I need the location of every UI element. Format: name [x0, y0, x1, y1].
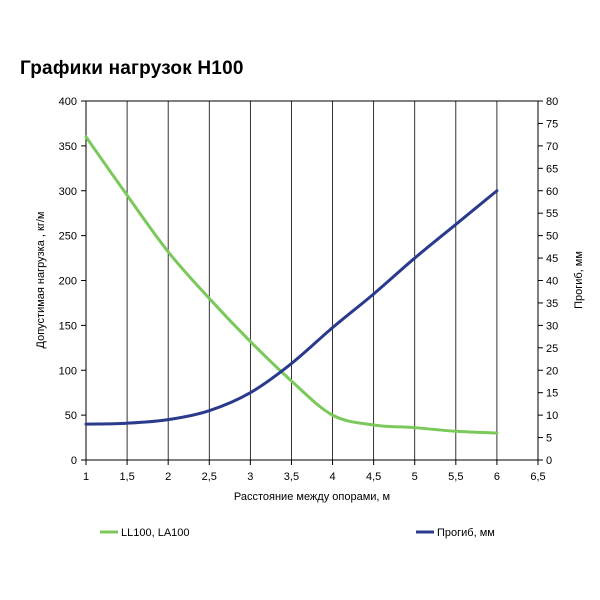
plot-frame [85, 100, 539, 461]
left-axis-ticks: 0 50 100 150 200 250 300 350 400 [59, 96, 86, 467]
right-tick-label: 0 [546, 455, 552, 467]
right-tick-label: 75 [546, 118, 558, 130]
right-tick-label: 65 [546, 163, 558, 175]
y2-axis-label: Прогиб, мм [573, 251, 585, 309]
x-tick-label: 6,5 [530, 471, 545, 483]
x-tick-label: 1,5 [119, 471, 134, 483]
left-tick-label: 400 [59, 96, 77, 108]
x-tick-label: 2 [165, 471, 171, 483]
x-tick-label: 4,5 [366, 471, 381, 483]
left-tick-label: 150 [59, 320, 77, 332]
x-tick-label: 5,5 [448, 471, 463, 483]
right-tick-label: 60 [546, 186, 558, 198]
x-axis-label: Расстояние между опорами, м [234, 491, 390, 503]
right-tick-label: 70 [546, 141, 558, 153]
right-tick-label: 35 [546, 298, 558, 310]
left-tick-label: 0 [71, 455, 77, 467]
x-tick-label: 1 [83, 471, 89, 483]
right-tick-label: 45 [546, 253, 558, 265]
left-tick-label: 250 [59, 231, 77, 243]
y-axis-label: Допустимая нагрузка , кг/м [35, 212, 47, 349]
chart-title: Графики нагрузок H100 [20, 58, 244, 79]
right-tick-label: 55 [546, 208, 558, 220]
right-tick-label: 15 [546, 388, 558, 400]
x-tick-label: 4 [329, 471, 335, 483]
left-tick-label: 100 [59, 365, 77, 377]
axes [85, 100, 539, 461]
right-axis-ticks: 0 5 10 15 20 25 30 35 40 45 50 55 60 65 70 75 80 [538, 96, 558, 467]
x-tick-label: 6 [494, 471, 500, 483]
right-tick-label: 25 [546, 343, 558, 355]
left-tick-label: 50 [65, 410, 77, 422]
legend: LL100, LA100 Прогиб, мм [100, 527, 495, 539]
series-line-ll100 [84, 135, 499, 435]
right-tick-label: 10 [546, 410, 558, 422]
right-tick-label: 20 [546, 365, 558, 377]
series-lines [84, 135, 499, 435]
x-tick-label: 5 [412, 471, 418, 483]
right-tick-label: 40 [546, 276, 558, 288]
series-line-deflection [84, 189, 499, 426]
right-tick-label: 5 [546, 433, 552, 445]
left-tick-label: 350 [59, 141, 77, 153]
legend-label-deflection: Прогиб, мм [437, 527, 495, 539]
left-tick-label: 300 [59, 186, 77, 198]
right-tick-label: 30 [546, 320, 558, 332]
x-tick-label: 3,5 [284, 471, 299, 483]
x-tick-label: 2,5 [202, 471, 217, 483]
x-axis-ticks: 1 1,5 2 2,5 3 3,5 4 4,5 5 5,5 6 6,5 [83, 460, 546, 483]
right-tick-label: 80 [546, 96, 558, 108]
legend-label-ll100: LL100, LA100 [121, 527, 190, 539]
grid-lines [126, 101, 498, 460]
left-tick-label: 200 [59, 276, 77, 288]
x-tick-label: 3 [247, 471, 253, 483]
right-tick-label: 50 [546, 231, 558, 243]
